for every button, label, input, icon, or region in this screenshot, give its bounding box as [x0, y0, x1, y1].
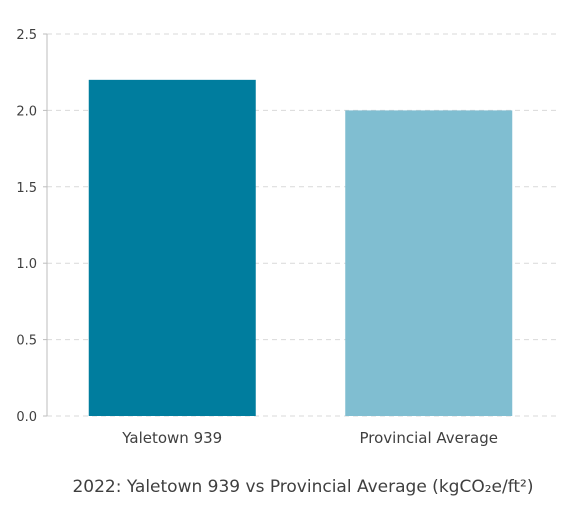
axes: [43, 33, 48, 417]
y-tick-label: 0.0: [16, 410, 37, 425]
bars: [88, 79, 513, 417]
x-tick-label: Yaletown 939: [121, 429, 222, 447]
x-tick-labels: Yaletown 939 Provincial Average: [121, 429, 498, 447]
chart-caption: 2022: Yaletown 939 vs Provincial Average…: [72, 477, 533, 497]
bar-yaletown-939: [88, 79, 256, 416]
y-tick-label: 1.5: [16, 181, 37, 196]
y-tick-label: 2.5: [16, 28, 37, 43]
bar-provincial-average: [345, 110, 513, 417]
y-tick-label: 0.5: [16, 334, 37, 349]
x-tick-label: Provincial Average: [360, 429, 499, 447]
y-tick-label: 1.0: [16, 257, 37, 272]
y-tick-label: 2.0: [16, 104, 37, 119]
y-tick-labels: 0.0 0.5 1.0 1.5 2.0 2.5: [16, 28, 37, 425]
